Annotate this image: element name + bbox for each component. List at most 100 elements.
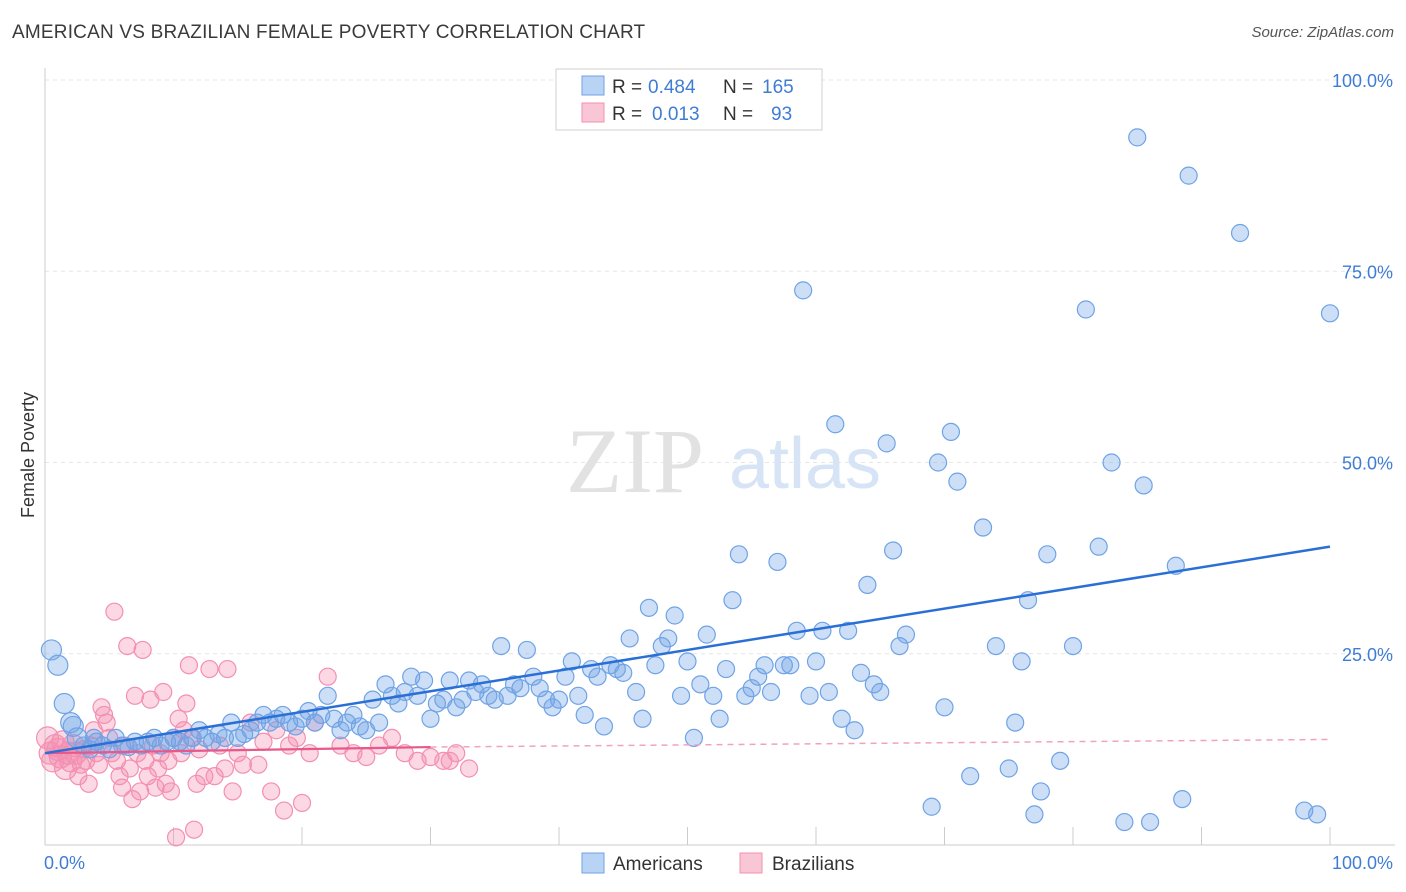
legend: Americans Brazilians bbox=[581, 852, 854, 875]
brazilians-points bbox=[35, 602, 479, 847]
brazilians-point bbox=[233, 755, 252, 774]
americans-point bbox=[1031, 782, 1050, 801]
americans-swatch bbox=[581, 75, 605, 96]
americans-point bbox=[806, 652, 826, 671]
americans-point bbox=[659, 629, 678, 648]
americans-point bbox=[800, 686, 819, 705]
brazilians-point bbox=[292, 793, 312, 813]
brazilians-trend-line bbox=[44, 745, 431, 755]
americans-point bbox=[1012, 652, 1031, 671]
brazilians-point bbox=[79, 774, 98, 793]
brazilians-point bbox=[123, 789, 142, 809]
americans-point bbox=[549, 690, 569, 709]
stat-n-value-2: 93 bbox=[771, 104, 792, 125]
brazilians-point bbox=[184, 820, 204, 839]
brazilians-point bbox=[249, 755, 268, 774]
americans-point bbox=[671, 686, 691, 705]
brazilians-point bbox=[169, 709, 188, 728]
americans-point bbox=[517, 640, 536, 660]
americans-point bbox=[697, 625, 716, 644]
brazilians-point bbox=[187, 774, 206, 793]
americans-point bbox=[614, 663, 633, 682]
brazilians-point bbox=[148, 759, 168, 778]
trend-lines bbox=[44, 545, 1331, 755]
brazilians-point bbox=[97, 713, 116, 732]
americans-point bbox=[729, 545, 749, 564]
americans-point bbox=[1134, 476, 1153, 495]
americans-point bbox=[1173, 789, 1192, 809]
americans-point bbox=[376, 675, 395, 694]
brazilians-point bbox=[151, 744, 170, 763]
brazilians-point bbox=[177, 694, 196, 713]
americans-point bbox=[1179, 166, 1198, 185]
americans-point bbox=[883, 541, 903, 560]
stats-box: R = 0.484 N = 165 R = 0.013 N = 93 bbox=[555, 68, 823, 131]
watermark-zip: ZIP bbox=[566, 410, 704, 512]
americans-point bbox=[569, 686, 588, 705]
americans-point bbox=[53, 692, 75, 715]
americans-point bbox=[961, 767, 980, 786]
americans-point bbox=[761, 682, 781, 702]
americans-point bbox=[716, 659, 736, 679]
americans-point bbox=[826, 415, 845, 434]
americans-point bbox=[646, 656, 665, 675]
brazilians-point bbox=[154, 682, 173, 702]
americans-points bbox=[40, 128, 1340, 832]
americans-point bbox=[562, 652, 581, 671]
americans-point bbox=[691, 675, 710, 694]
x-tick-labels: 0.0% 100.0% bbox=[44, 853, 1393, 873]
brazilians-point bbox=[133, 640, 152, 660]
brazilians-point bbox=[262, 782, 281, 801]
americans-point bbox=[344, 705, 363, 725]
legend-brazilians-swatch bbox=[739, 852, 763, 874]
americans-point bbox=[633, 709, 652, 728]
legend-brazilians-label: Brazilians bbox=[772, 854, 854, 875]
brazilians-point bbox=[89, 755, 109, 774]
americans-point bbox=[1051, 751, 1070, 770]
americans-point bbox=[556, 667, 575, 686]
americans-point bbox=[704, 686, 723, 705]
americans-point bbox=[47, 654, 69, 676]
americans-point bbox=[684, 728, 704, 748]
axes bbox=[44, 68, 1395, 846]
stat-r-value-1: 0.484 bbox=[648, 77, 696, 98]
americans-point bbox=[813, 621, 832, 640]
americans-point bbox=[710, 709, 729, 728]
americans-point bbox=[768, 552, 787, 572]
stat-r-label-1: R = bbox=[612, 77, 642, 98]
americans-point bbox=[1320, 304, 1340, 323]
americans-point bbox=[742, 679, 761, 698]
americans-point bbox=[1102, 453, 1121, 472]
americans-point bbox=[62, 715, 84, 738]
legend-americans-label: Americans bbox=[613, 854, 703, 875]
americans-point bbox=[999, 759, 1018, 778]
americans-point bbox=[896, 625, 916, 644]
americans-point bbox=[832, 709, 851, 728]
americans-point bbox=[408, 686, 427, 705]
americans-point bbox=[871, 682, 890, 702]
americans-point bbox=[781, 656, 800, 675]
americans-point bbox=[318, 686, 337, 705]
americans-point bbox=[575, 705, 594, 725]
americans-point bbox=[845, 721, 864, 740]
x-tick-label-min: 0.0% bbox=[44, 853, 85, 873]
americans-point bbox=[794, 281, 813, 300]
brazilians-point bbox=[447, 744, 466, 763]
americans-point bbox=[935, 698, 954, 717]
americans-point bbox=[858, 575, 877, 595]
americans-point bbox=[774, 656, 793, 675]
americans-point bbox=[594, 717, 614, 736]
americans-point bbox=[877, 434, 896, 453]
americans-point bbox=[1308, 805, 1327, 824]
legend-americans-swatch bbox=[581, 852, 605, 874]
brazilians-point bbox=[120, 759, 139, 778]
americans-trend-line bbox=[44, 545, 1331, 755]
brazilians-point bbox=[228, 744, 247, 763]
brazilians-point bbox=[223, 782, 242, 801]
americans-point bbox=[1076, 300, 1095, 319]
y-tick-label: 25.0% bbox=[1342, 645, 1393, 665]
brazilians-point bbox=[110, 767, 129, 786]
stat-r-label-2: R = bbox=[612, 104, 642, 125]
brazilians-point bbox=[118, 636, 137, 656]
americans-point bbox=[639, 598, 659, 617]
